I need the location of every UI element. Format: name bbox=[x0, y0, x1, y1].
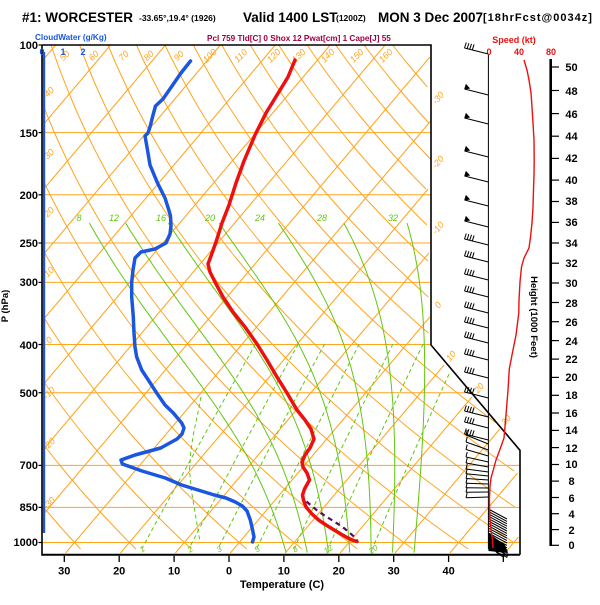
svg-text:44: 44 bbox=[565, 131, 578, 143]
svg-text:6: 6 bbox=[568, 493, 574, 505]
svg-text:4: 4 bbox=[568, 509, 575, 521]
svg-text:18: 18 bbox=[565, 390, 577, 402]
svg-text:22: 22 bbox=[565, 354, 577, 366]
svg-text:48: 48 bbox=[565, 86, 577, 98]
svg-text:30: 30 bbox=[58, 566, 70, 578]
svg-text:(1200Z): (1200Z) bbox=[336, 13, 366, 23]
svg-text:12: 12 bbox=[109, 213, 119, 223]
svg-text:14: 14 bbox=[565, 425, 578, 437]
svg-text:8: 8 bbox=[568, 476, 574, 488]
svg-text:16: 16 bbox=[565, 408, 577, 420]
svg-text:1: 1 bbox=[60, 47, 65, 57]
svg-text:38: 38 bbox=[565, 196, 577, 208]
svg-text:1000: 1000 bbox=[14, 537, 38, 549]
svg-text:200: 200 bbox=[20, 190, 38, 202]
svg-text:40: 40 bbox=[442, 566, 454, 578]
svg-text:2: 2 bbox=[80, 47, 85, 57]
svg-text:80: 80 bbox=[546, 47, 556, 57]
svg-text:Valid 1400 LST: Valid 1400 LST bbox=[243, 10, 338, 25]
svg-text:MON 3 Dec 2007: MON 3 Dec 2007 bbox=[378, 10, 483, 25]
svg-text:500: 500 bbox=[20, 388, 38, 400]
svg-text:20: 20 bbox=[565, 372, 577, 384]
svg-text:0: 0 bbox=[486, 47, 491, 57]
svg-text:0: 0 bbox=[226, 566, 232, 578]
svg-text:30: 30 bbox=[388, 566, 400, 578]
svg-text:0: 0 bbox=[568, 540, 574, 552]
svg-text:10: 10 bbox=[278, 566, 290, 578]
svg-text:CloudWater (g/Kg): CloudWater (g/Kg) bbox=[35, 33, 107, 42]
svg-text:250: 250 bbox=[20, 238, 38, 250]
svg-text:12: 12 bbox=[565, 443, 577, 455]
svg-text:Height (1000 Feet): Height (1000 Feet) bbox=[528, 276, 539, 358]
svg-text:42: 42 bbox=[565, 153, 577, 165]
svg-text:20: 20 bbox=[113, 566, 125, 578]
svg-text:#1: WORCESTER: #1: WORCESTER bbox=[22, 10, 133, 25]
svg-text:850: 850 bbox=[20, 502, 38, 514]
svg-text:32: 32 bbox=[565, 258, 577, 270]
svg-text:150: 150 bbox=[20, 128, 38, 140]
svg-text:40: 40 bbox=[565, 175, 577, 187]
svg-text:8: 8 bbox=[76, 213, 81, 223]
svg-text:16: 16 bbox=[156, 213, 166, 223]
svg-text:50: 50 bbox=[565, 62, 577, 74]
svg-text:2: 2 bbox=[568, 525, 574, 537]
svg-text:28: 28 bbox=[316, 213, 327, 223]
svg-text:20: 20 bbox=[333, 566, 345, 578]
svg-text:Pcl 759 Tld[C] 0 Shox 12 Pwat[: Pcl 759 Tld[C] 0 Shox 12 Pwat[cm] 1 Cape… bbox=[207, 34, 391, 43]
svg-text:700: 700 bbox=[20, 460, 38, 472]
svg-text:20: 20 bbox=[204, 213, 215, 223]
svg-text:Temperature (C): Temperature (C) bbox=[240, 579, 324, 591]
svg-text:28: 28 bbox=[565, 298, 577, 310]
svg-text:[18hrFcst@0034z]: [18hrFcst@0034z] bbox=[483, 12, 593, 24]
svg-text:24: 24 bbox=[565, 336, 578, 348]
svg-text:36: 36 bbox=[565, 217, 577, 229]
svg-text:24: 24 bbox=[254, 213, 265, 223]
svg-text:10: 10 bbox=[168, 566, 180, 578]
svg-text:10: 10 bbox=[565, 459, 577, 471]
svg-text:34: 34 bbox=[565, 238, 578, 250]
svg-text:0: 0 bbox=[39, 47, 44, 57]
svg-text:32: 32 bbox=[388, 213, 398, 223]
svg-text:46: 46 bbox=[565, 109, 577, 121]
svg-text:30: 30 bbox=[565, 278, 577, 290]
svg-text:26: 26 bbox=[565, 317, 577, 329]
svg-text:Speed (kt): Speed (kt) bbox=[492, 35, 536, 45]
svg-text:400: 400 bbox=[20, 340, 38, 352]
svg-text:P (hPa): P (hPa) bbox=[0, 290, 11, 323]
svg-text:-33.65°,19.4° (1926): -33.65°,19.4° (1926) bbox=[139, 13, 216, 23]
svg-text:40: 40 bbox=[514, 47, 524, 57]
svg-text:300: 300 bbox=[20, 277, 38, 289]
